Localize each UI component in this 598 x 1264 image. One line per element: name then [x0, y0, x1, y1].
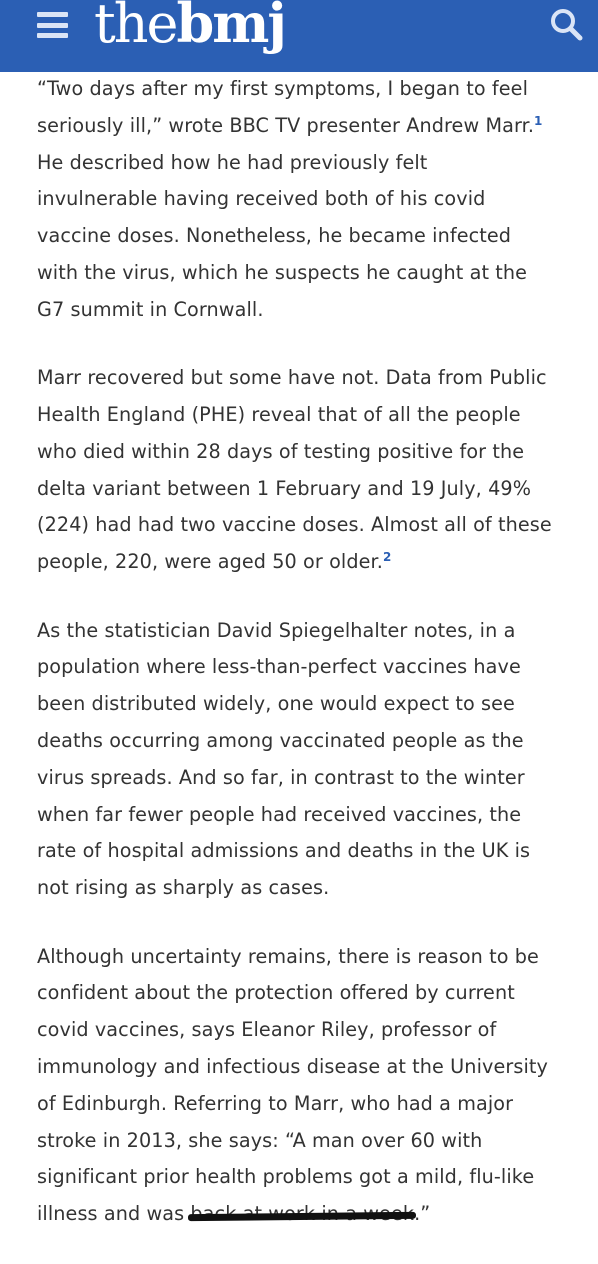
text-line: seriously ill,” wrote BBC TV presenter A…	[37, 108, 567, 145]
text-line: immunology and infectious disease at the…	[37, 1054, 548, 1078]
paragraph-riley: Although uncertainty remains, there is r…	[37, 939, 567, 1233]
text-line: deaths occurring among vaccinated people…	[37, 728, 524, 752]
text-line: Health England (PHE) reveal that of all …	[37, 402, 521, 426]
text-line: invulnerable having received both of his…	[37, 187, 486, 211]
paragraph-phe-data: Marr recovered but some have not. Data f…	[37, 360, 567, 581]
text-line: As the statistician David Spiegelhalter …	[37, 618, 516, 642]
redaction-mark: back at work in a week	[190, 1196, 414, 1233]
text-line: confident about the protection offered b…	[37, 981, 515, 1005]
hamburger-menu-icon[interactable]	[37, 12, 68, 38]
search-icon[interactable]	[548, 6, 584, 42]
citation-link-2[interactable]: 2	[382, 550, 392, 565]
citation-link-1[interactable]: 1	[534, 113, 543, 128]
text-line: people, 220, were aged 50 or older.2	[37, 544, 567, 581]
bmj-logo[interactable]: thebmj	[94, 0, 287, 57]
text-line: rate of hospital admissions and deaths i…	[37, 839, 531, 863]
logo-the: the	[94, 0, 178, 55]
text-line: of Edinburgh. Referring to Marr, who had…	[37, 1091, 514, 1115]
text-line: covid vaccines, says Eleanor Riley, prof…	[37, 1018, 497, 1042]
text-line: delta variant between 1 February and 19 …	[37, 476, 532, 500]
text-line: “Two days after my first symptoms, I beg…	[37, 77, 528, 100]
text-line: He described how he had previously felt	[37, 150, 428, 174]
article-body: “Two days after my first symptoms, I beg…	[37, 72, 567, 1264]
text-line: stroke in 2013, she says: “A man over 60…	[37, 1128, 483, 1152]
text-line: vaccine doses. Nonetheless, he became in…	[37, 224, 512, 248]
text-line: not rising as sharply as cases.	[37, 876, 330, 900]
text-line: Although uncertainty remains, there is r…	[37, 944, 539, 968]
text-line: Marr recovered but some have not. Data f…	[37, 366, 547, 390]
text-line: (224) had had two vaccine doses. Almost …	[37, 513, 552, 537]
text-line: G7 summit in Cornwall.	[37, 297, 264, 321]
text-segment: people, 220, were aged 50 or older.	[37, 550, 383, 574]
text-line: with the virus, which he suspects he cau…	[37, 260, 528, 284]
text-line: virus spreads. And so far, in contrast t…	[37, 765, 525, 789]
text-segment: seriously ill,” wrote BBC TV presenter A…	[37, 113, 535, 137]
text-line: when far fewer people had received vacci…	[37, 802, 522, 826]
text-line: population where less-than-perfect vacci…	[37, 655, 521, 679]
text-line: been distributed widely, one would expec…	[37, 692, 515, 716]
text-segment: .”	[414, 1202, 431, 1226]
text-segment: illness and was	[37, 1202, 191, 1226]
text-line: significant prior health problems got a …	[37, 1165, 535, 1189]
logo-bmj: bmj	[176, 0, 286, 55]
app-header: thebmj	[0, 0, 598, 72]
text-line: illness and was back at work in a week.”	[37, 1196, 567, 1233]
paragraph-spiegelhalter: As the statistician David Spiegelhalter …	[37, 613, 567, 907]
paragraph-marr-symptoms: “Two days after my first symptoms, I beg…	[37, 71, 567, 329]
text-line: who died within 28 days of testing posit…	[37, 439, 525, 463]
